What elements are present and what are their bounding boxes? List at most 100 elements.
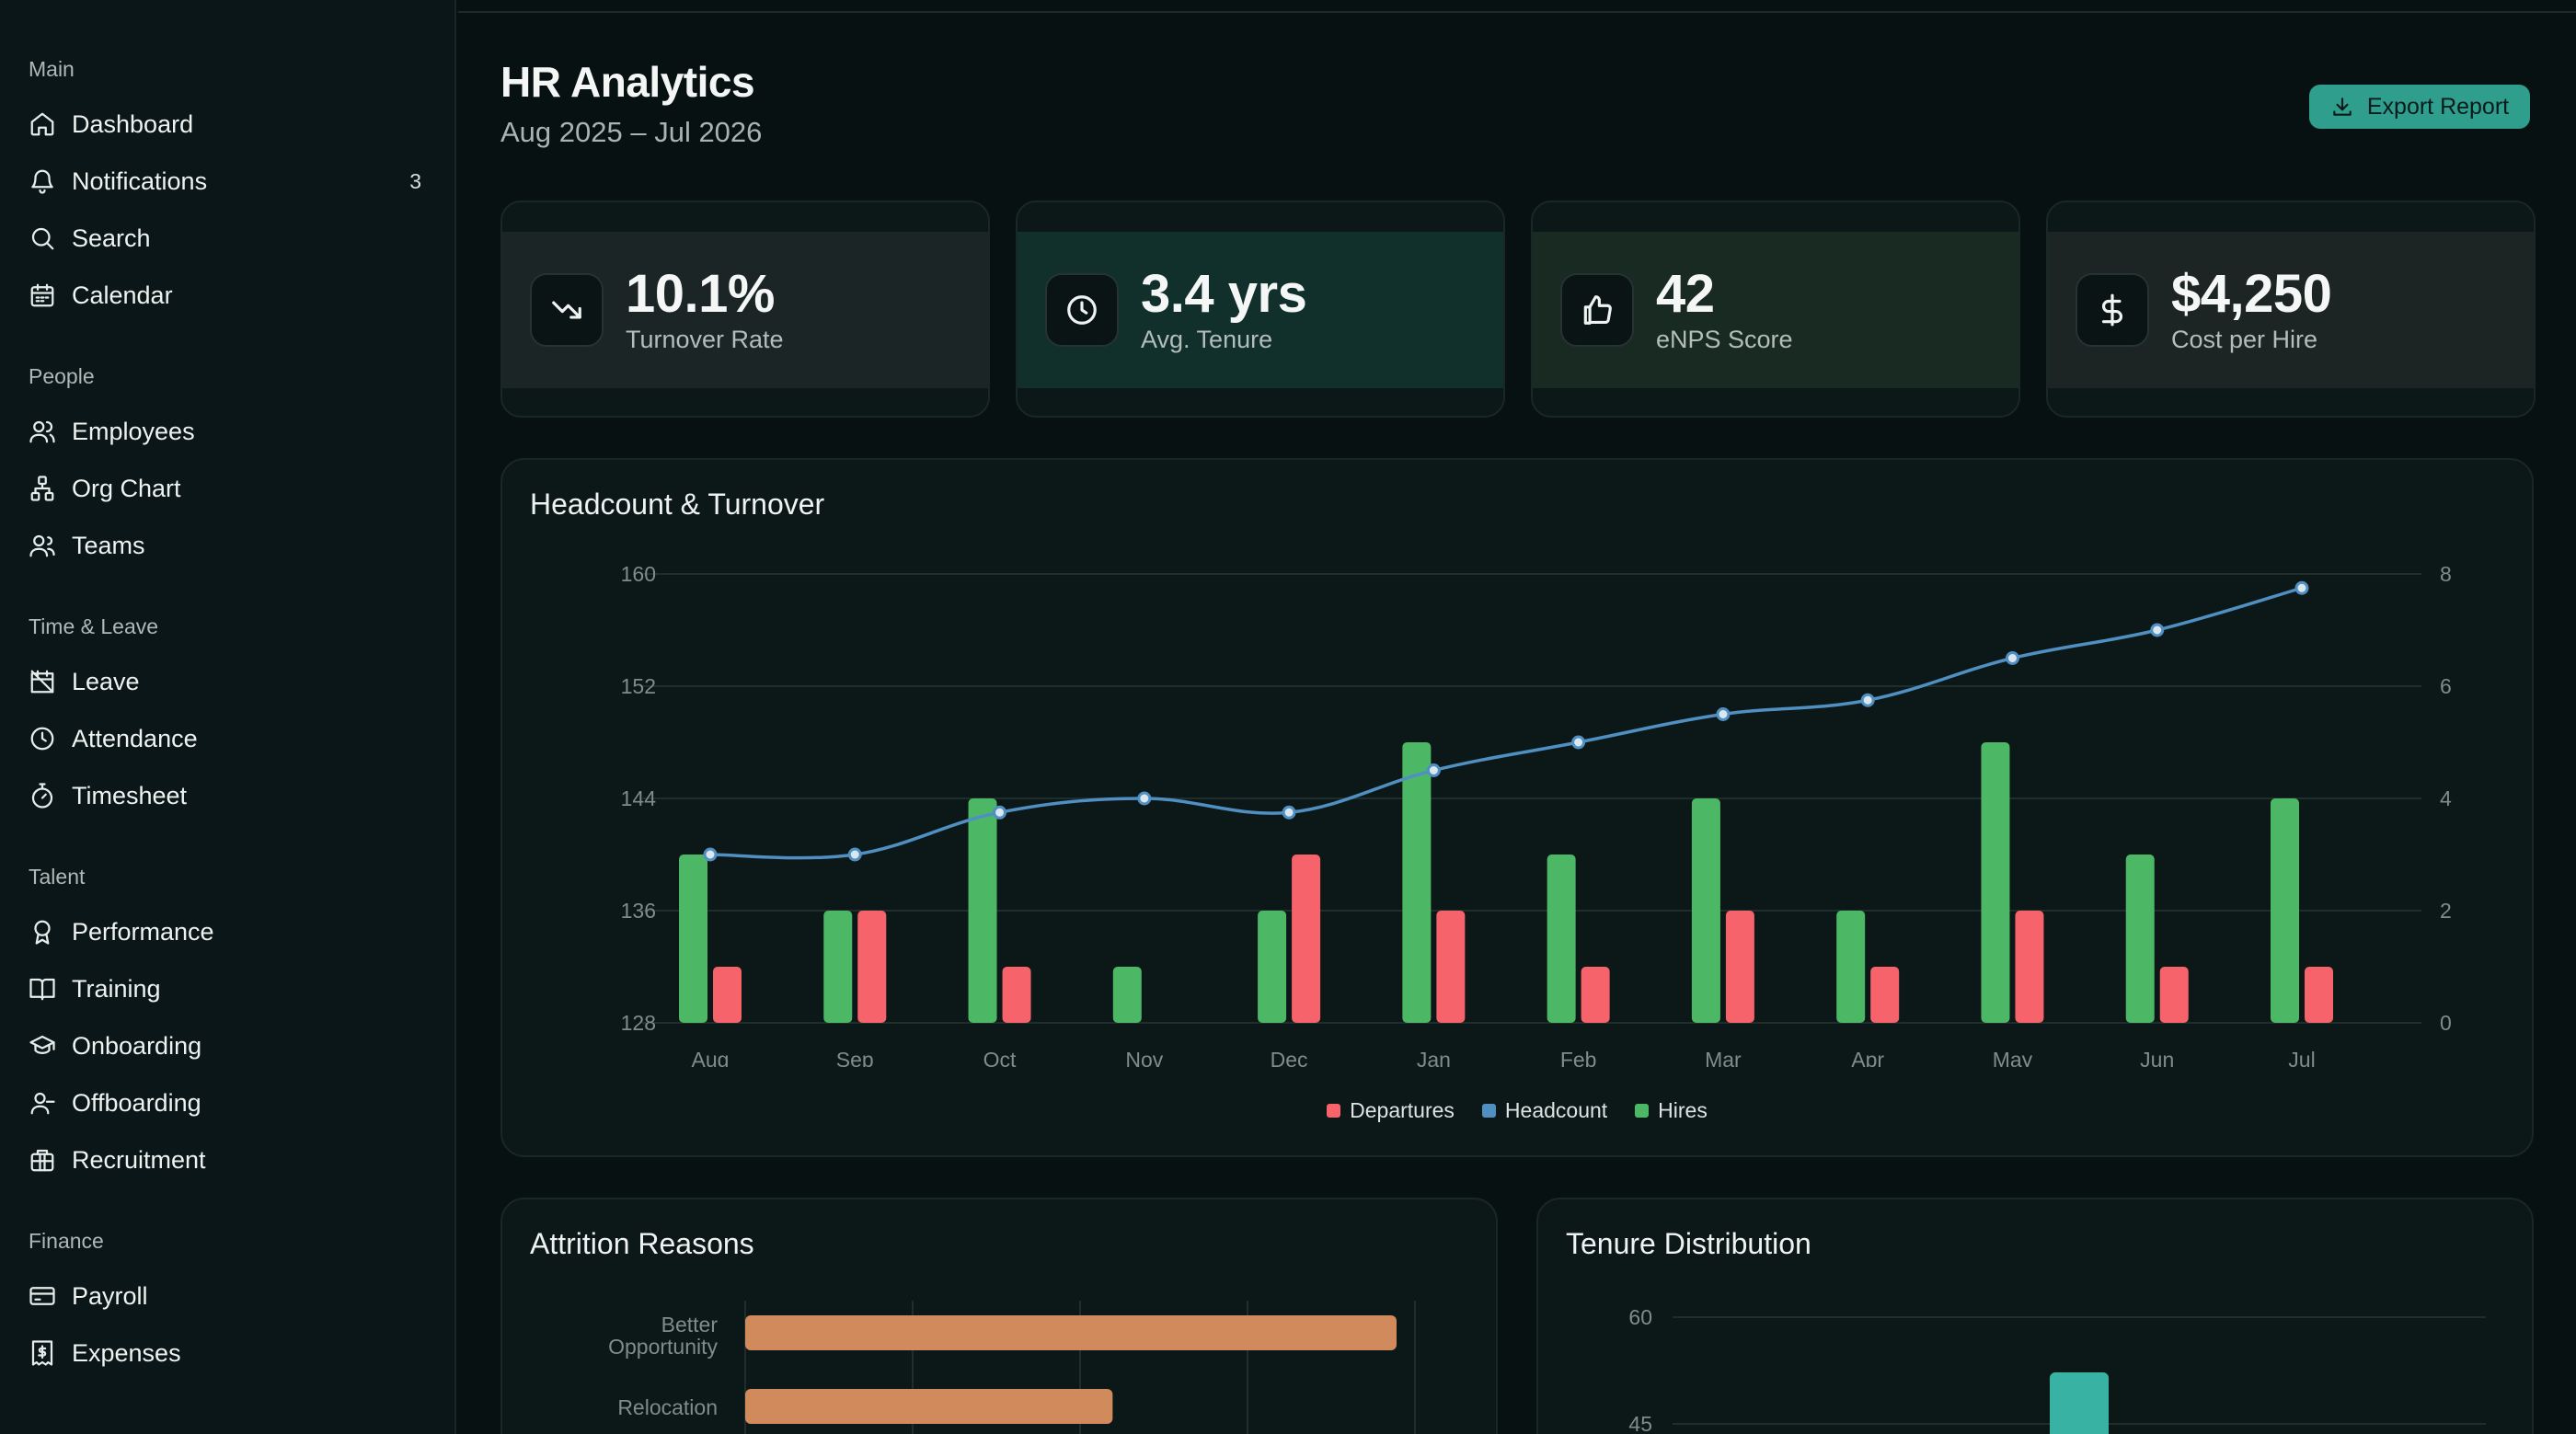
x-tick-label: May — [1993, 1048, 2033, 1067]
y-tick-label: 60 — [1628, 1305, 1652, 1329]
book-icon — [29, 975, 56, 1003]
headcount-point — [703, 847, 718, 862]
bell-icon — [29, 167, 56, 195]
hires-swatch — [1635, 1104, 1650, 1118]
hires-bar — [2125, 855, 2155, 1023]
kpi-value: 42 — [1656, 263, 1715, 324]
sidebar-item-attendance[interactable]: Attendance — [0, 710, 454, 767]
y-tick-label: 45 — [1628, 1412, 1652, 1434]
kpi-band: 10.1% Turnover Rate — [502, 232, 988, 388]
departures-swatch — [1327, 1104, 1341, 1118]
sidebar-item-onboarding[interactable]: Onboarding — [0, 1017, 454, 1074]
sidebar-item-notifications[interactable]: Notifications 3 — [0, 153, 454, 210]
sidebar-item-label: Notifications — [72, 166, 208, 195]
chart-title: Attrition Reasons — [530, 1227, 754, 1260]
hires-bar — [679, 855, 707, 1023]
x-tick-label: Apr — [1851, 1048, 1884, 1067]
calendar-off-icon — [29, 668, 56, 695]
receipt-icon — [29, 1339, 56, 1367]
hires-bar — [968, 798, 997, 1023]
attrition-reasons-panel: Attrition Reasons Better Opportunity Reloc… — [500, 1198, 1498, 1434]
sidebar-item-payroll[interactable]: Payroll — [0, 1268, 454, 1325]
chart-title: Headcount & Turnover — [530, 488, 825, 521]
sidebar-item-performance[interactable]: Performance — [0, 903, 454, 960]
headcount-point — [1137, 791, 1152, 806]
sidebar-item-label: Onboarding — [72, 1031, 202, 1060]
nav-section-talent: Talent Performance Training Onboarding Offbo… — [0, 861, 454, 1188]
legend-label: Departures — [1350, 1098, 1455, 1122]
sidebar-item-recruitment[interactable]: Recruitment — [0, 1131, 454, 1188]
sidebar-item-label: Teams — [72, 531, 145, 559]
headcount-turnover-panel: Headcount & Turnover 128 136 144 152 160 0 2 4 6… — [500, 458, 2534, 1157]
departures-bar — [1581, 967, 1610, 1023]
sidebar-item-label: Performance — [72, 917, 214, 946]
headcount-point — [2294, 580, 2309, 595]
kpi-value: 10.1% — [626, 263, 775, 324]
y-tick-left: 160 — [621, 562, 656, 586]
attrition-reasons-chart: Better Opportunity Relocation — [608, 1301, 1416, 1434]
legend-hires[interactable]: Hires — [1635, 1098, 1708, 1123]
kpi-band: 42 eNPS Score — [1533, 232, 2018, 388]
sidebar-item-offboarding[interactable]: Offboarding — [0, 1074, 454, 1131]
export-report-label: Export Report — [2366, 93, 2510, 120]
thumbs-up-icon — [1560, 273, 1634, 347]
departures-bar — [1292, 855, 1321, 1023]
sidebar-item-teams[interactable]: Teams — [0, 517, 454, 574]
export-report-button[interactable]: Export Report — [2309, 85, 2530, 129]
y-tick-left: 144 — [621, 786, 657, 810]
hires-bar — [1691, 798, 1720, 1023]
headcount-point — [2005, 651, 2019, 665]
x-tick-label: Jan — [1417, 1048, 1451, 1067]
hires-bar — [823, 911, 853, 1023]
legend-headcount[interactable]: Headcount — [1481, 1098, 1608, 1123]
kpi-label: Cost per Hire — [2171, 325, 2318, 353]
headcount-point — [1716, 707, 1731, 721]
chart-title: Tenure Distribution — [1566, 1227, 1811, 1260]
sidebar-item-label: Payroll — [72, 1281, 148, 1310]
x-tick-label: Jun — [2140, 1048, 2174, 1067]
users-icon — [29, 418, 56, 445]
sidebar-item-training[interactable]: Training — [0, 960, 454, 1017]
nav-section-heading: Finance — [29, 1229, 104, 1253]
calendar-icon — [29, 281, 56, 309]
headcount-point — [993, 805, 1007, 820]
sidebar-item-label: Expenses — [72, 1338, 181, 1367]
y-tick-left: 136 — [621, 899, 656, 923]
briefcase-icon — [29, 1146, 56, 1174]
x-tick-label: Sep — [836, 1048, 874, 1067]
sidebar-item-employees[interactable]: Employees — [0, 403, 454, 460]
headcount-swatch — [1481, 1104, 1496, 1118]
sidebar-item-search[interactable]: Search — [0, 210, 454, 267]
hires-bar — [1981, 742, 2010, 1023]
sidebar-item-label: Recruitment — [72, 1145, 206, 1174]
kpi-card-turnover: 10.1% Turnover Rate — [500, 201, 990, 418]
hires-bar — [1112, 967, 1142, 1023]
sidebar-item-label: Org Chart — [72, 474, 181, 502]
y-tick-left: 128 — [621, 1011, 656, 1035]
headcount-point — [1571, 735, 1586, 750]
hires-bar — [1402, 742, 1432, 1023]
sidebar-item-leave[interactable]: Leave — [0, 653, 454, 710]
page-title: HR Analytics — [500, 58, 755, 106]
legend-departures[interactable]: Departures — [1327, 1098, 1455, 1123]
nav-section-finance: Finance Payroll Expenses — [0, 1225, 454, 1382]
y-tick-right: 4 — [2440, 786, 2452, 810]
user-minus-icon — [29, 1089, 56, 1117]
sidebar-item-dashboard[interactable]: Dashboard — [0, 96, 454, 153]
sidebar-item-calendar[interactable]: Calendar — [0, 267, 454, 324]
legend-label: Headcount — [1504, 1098, 1608, 1122]
nav-section-heading: People — [29, 364, 95, 388]
headcount-point — [2150, 623, 2165, 637]
date-range: Aug 2025 – Jul 2026 — [500, 116, 763, 148]
sidebar-item-timesheet[interactable]: Timesheet — [0, 767, 454, 824]
kpi-card-tenure: 3.4 yrs Avg. Tenure — [1016, 201, 1505, 418]
home-icon — [29, 110, 56, 138]
headcount-point — [847, 847, 862, 862]
x-tick-label: Jul — [2288, 1048, 2315, 1067]
departures-bar — [2159, 967, 2189, 1023]
sidebar-item-org-chart[interactable]: Org Chart — [0, 460, 454, 517]
departures-bar — [2305, 967, 2333, 1023]
departures-bar — [857, 911, 887, 1023]
download-icon — [2330, 95, 2354, 119]
sidebar-item-expenses[interactable]: Expenses — [0, 1325, 454, 1382]
